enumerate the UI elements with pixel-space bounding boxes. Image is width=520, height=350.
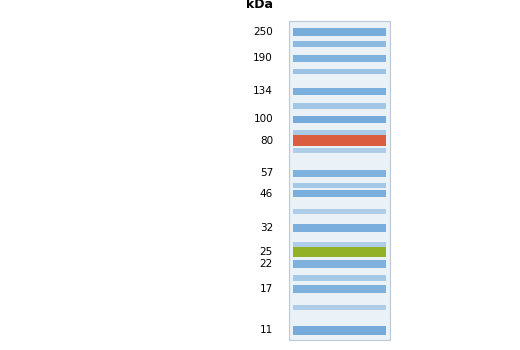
Text: 190: 190 bbox=[253, 53, 273, 63]
FancyBboxPatch shape bbox=[293, 88, 386, 95]
FancyBboxPatch shape bbox=[293, 170, 386, 177]
Text: 134: 134 bbox=[253, 86, 273, 97]
FancyBboxPatch shape bbox=[293, 135, 386, 146]
FancyBboxPatch shape bbox=[293, 260, 386, 268]
FancyBboxPatch shape bbox=[293, 247, 386, 257]
Text: 17: 17 bbox=[260, 284, 273, 294]
FancyBboxPatch shape bbox=[293, 275, 386, 281]
FancyBboxPatch shape bbox=[293, 326, 386, 335]
FancyBboxPatch shape bbox=[293, 103, 386, 109]
FancyBboxPatch shape bbox=[293, 130, 386, 135]
FancyBboxPatch shape bbox=[293, 209, 386, 214]
FancyBboxPatch shape bbox=[293, 190, 386, 197]
FancyBboxPatch shape bbox=[293, 55, 386, 62]
Text: 11: 11 bbox=[260, 326, 273, 335]
Text: 250: 250 bbox=[253, 27, 273, 37]
Text: 80: 80 bbox=[260, 136, 273, 146]
FancyBboxPatch shape bbox=[293, 69, 386, 74]
FancyBboxPatch shape bbox=[293, 28, 386, 36]
FancyBboxPatch shape bbox=[293, 41, 386, 47]
FancyBboxPatch shape bbox=[293, 224, 386, 232]
Text: 46: 46 bbox=[260, 189, 273, 199]
FancyBboxPatch shape bbox=[293, 148, 386, 153]
FancyBboxPatch shape bbox=[289, 21, 390, 340]
FancyBboxPatch shape bbox=[293, 242, 386, 247]
Text: 57: 57 bbox=[260, 168, 273, 178]
FancyBboxPatch shape bbox=[293, 285, 386, 293]
FancyBboxPatch shape bbox=[293, 116, 386, 123]
Text: 22: 22 bbox=[260, 259, 273, 269]
Text: 32: 32 bbox=[260, 223, 273, 233]
FancyBboxPatch shape bbox=[293, 305, 386, 310]
Text: kDa: kDa bbox=[246, 0, 273, 10]
Text: 100: 100 bbox=[253, 114, 273, 124]
FancyBboxPatch shape bbox=[293, 183, 386, 188]
Text: 25: 25 bbox=[260, 247, 273, 257]
